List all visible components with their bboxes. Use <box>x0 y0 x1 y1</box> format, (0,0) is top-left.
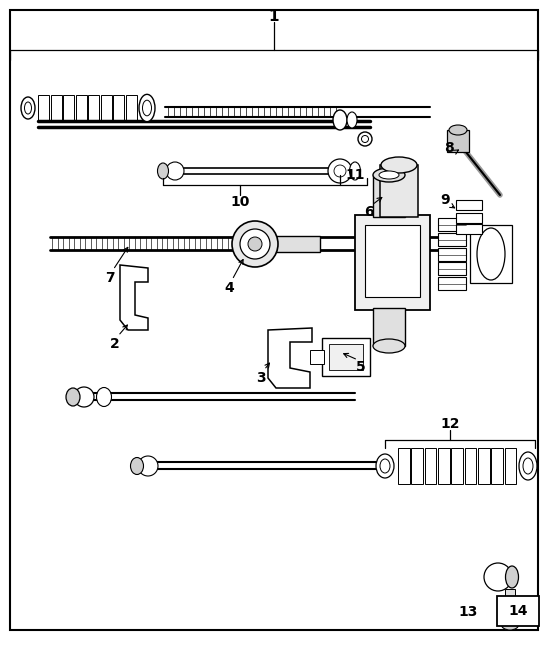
Polygon shape <box>268 328 312 388</box>
Text: 6: 6 <box>364 205 374 219</box>
Text: 7: 7 <box>105 271 115 285</box>
Text: 13: 13 <box>458 605 478 619</box>
Bar <box>125 95 136 121</box>
Bar <box>492 448 503 484</box>
Ellipse shape <box>523 458 533 474</box>
Polygon shape <box>120 265 148 330</box>
Ellipse shape <box>358 132 372 146</box>
Text: 12: 12 <box>440 417 460 431</box>
Bar <box>447 130 469 152</box>
Bar <box>438 448 450 484</box>
Bar <box>76 95 87 121</box>
Ellipse shape <box>379 171 399 179</box>
Bar <box>355 215 430 310</box>
Ellipse shape <box>333 110 347 130</box>
Bar <box>505 448 517 484</box>
Bar <box>373 308 405 346</box>
Text: 1: 1 <box>269 9 279 23</box>
Bar <box>438 218 466 231</box>
Text: 5: 5 <box>356 360 366 374</box>
Bar <box>452 448 463 484</box>
Bar <box>425 448 437 484</box>
Ellipse shape <box>362 135 368 143</box>
Bar <box>470 225 512 283</box>
Text: 2: 2 <box>110 337 120 351</box>
Bar <box>497 596 539 626</box>
Bar <box>465 448 477 484</box>
Ellipse shape <box>350 162 361 180</box>
Ellipse shape <box>376 454 394 478</box>
Ellipse shape <box>381 157 417 173</box>
Ellipse shape <box>373 168 405 182</box>
Bar <box>438 233 466 246</box>
Bar <box>113 95 124 121</box>
Ellipse shape <box>21 97 35 119</box>
Ellipse shape <box>519 452 537 480</box>
Bar <box>322 338 370 376</box>
Bar <box>398 448 410 484</box>
Text: 14: 14 <box>508 604 528 618</box>
Bar <box>380 165 418 217</box>
Text: 11: 11 <box>345 168 365 182</box>
Ellipse shape <box>501 618 519 630</box>
Circle shape <box>74 387 94 407</box>
Bar <box>438 262 466 275</box>
Bar <box>456 224 482 234</box>
Bar <box>505 589 515 609</box>
Ellipse shape <box>232 221 278 267</box>
Text: 8: 8 <box>444 141 454 155</box>
Circle shape <box>328 159 352 183</box>
Text: 3: 3 <box>256 371 266 385</box>
Text: 4: 4 <box>224 281 234 295</box>
Bar <box>310 350 324 364</box>
Ellipse shape <box>96 388 111 406</box>
Circle shape <box>499 601 521 623</box>
Bar <box>88 95 99 121</box>
Ellipse shape <box>380 459 390 473</box>
Circle shape <box>334 165 346 177</box>
Ellipse shape <box>240 229 270 259</box>
Ellipse shape <box>477 228 505 280</box>
Bar <box>438 248 466 261</box>
Bar <box>373 175 405 217</box>
Bar <box>329 344 363 370</box>
Bar <box>456 213 482 223</box>
Bar <box>63 95 74 121</box>
Bar <box>50 95 61 121</box>
Bar <box>270 236 320 252</box>
Bar <box>412 448 423 484</box>
Ellipse shape <box>66 388 80 406</box>
Ellipse shape <box>157 163 168 179</box>
Ellipse shape <box>347 112 357 128</box>
Bar <box>38 95 49 121</box>
Ellipse shape <box>505 566 518 588</box>
Circle shape <box>138 456 158 476</box>
Bar <box>100 95 111 121</box>
Bar <box>478 448 490 484</box>
Ellipse shape <box>449 125 467 135</box>
Ellipse shape <box>25 102 31 114</box>
Text: 9: 9 <box>440 193 450 207</box>
Ellipse shape <box>139 94 155 122</box>
Ellipse shape <box>130 457 144 475</box>
Bar <box>365 225 420 297</box>
Text: 10: 10 <box>230 195 250 209</box>
Bar <box>456 200 482 210</box>
Ellipse shape <box>248 237 262 251</box>
Circle shape <box>166 162 184 180</box>
Ellipse shape <box>373 339 405 353</box>
Bar <box>438 277 466 290</box>
Circle shape <box>484 563 512 591</box>
Ellipse shape <box>142 100 151 116</box>
